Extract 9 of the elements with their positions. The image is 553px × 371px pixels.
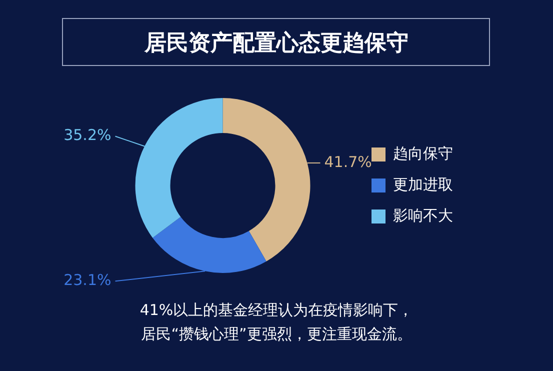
legend-label: 趋向保守 bbox=[393, 144, 453, 162]
text: 41%以上的基金经理认为在疫情影响下， bbox=[138, 300, 414, 321]
chart-title: 居民资产配置心态更趋保守 bbox=[143, 30, 410, 58]
legend-label: 影响不大 bbox=[393, 206, 453, 224]
data-label: 35.2% bbox=[64, 126, 112, 144]
data-label: 23.1% bbox=[64, 271, 112, 290]
legend-label: 更加进取 bbox=[393, 175, 453, 194]
text: 居民“攒钱心理”更强烈，更注重现金流。 bbox=[140, 324, 413, 345]
data-label: 41.7% bbox=[324, 152, 372, 171]
